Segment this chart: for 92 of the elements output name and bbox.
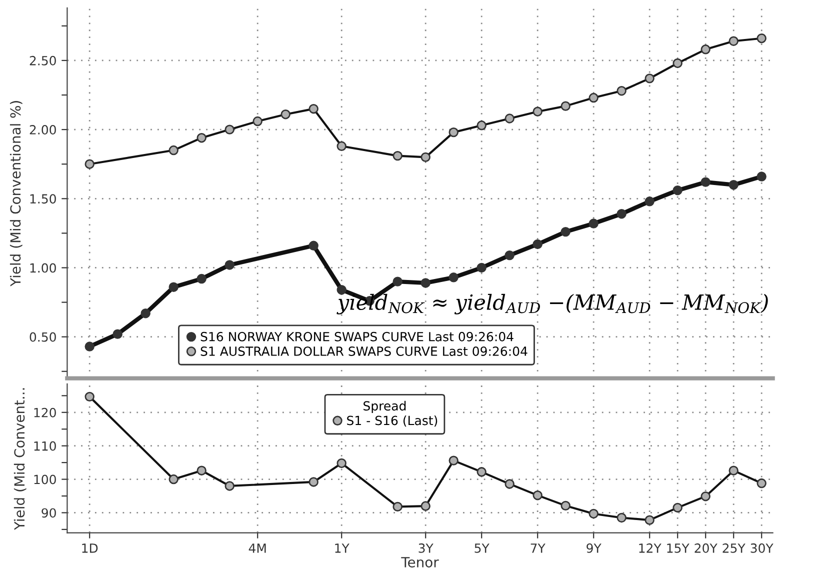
point [84, 159, 94, 169]
y-tick-label: 2.00 [30, 125, 56, 134]
point [168, 474, 178, 484]
point [504, 250, 514, 260]
legend-title: Spread [364, 400, 406, 414]
point [476, 262, 486, 273]
point [420, 501, 430, 511]
y-tick-label: 1.00 [30, 263, 56, 273]
point [616, 512, 626, 523]
y-axis-title: Yield (Mid Conventional %) [10, 101, 22, 286]
point [644, 196, 654, 206]
point [728, 466, 738, 476]
point [224, 481, 234, 491]
point [700, 177, 710, 187]
point [672, 58, 682, 68]
point [504, 114, 514, 124]
point [756, 172, 766, 182]
point [588, 508, 598, 519]
legend-label: S16 NORWAY KRONE SWAPS CURVE Last 09:26:04 [200, 332, 514, 342]
point [700, 491, 710, 502]
point [280, 109, 290, 120]
point [224, 260, 234, 270]
x-tick-label: 20Y [694, 543, 718, 553]
x-tick-label: 25Y [722, 543, 746, 553]
point [672, 502, 682, 513]
point [616, 86, 626, 96]
x-tick-label: 5Y [474, 544, 490, 553]
point [448, 272, 458, 282]
x-tick-label: 12Y [639, 543, 662, 553]
point [168, 282, 178, 292]
point [476, 467, 486, 477]
legend-label: S1 - S16 (Last) [347, 416, 438, 427]
y-tick-label: 110 [34, 441, 56, 451]
point [196, 132, 206, 143]
point [392, 276, 402, 286]
x-tick-label: 1Y [335, 544, 350, 553]
x-tick-label: 4M [248, 544, 266, 553]
legend-label: S1 AUSTRALIA DOLLAR SWAPS CURVE Last 09:26:04 [200, 346, 528, 356]
point [532, 239, 542, 250]
x-tick-label: 7Y [530, 544, 546, 553]
point [308, 477, 318, 487]
point [448, 127, 458, 138]
y-tick-label: 100 [34, 474, 56, 484]
x-tick-label: 9Y [586, 543, 602, 553]
point [420, 152, 430, 162]
point [756, 478, 766, 488]
point [616, 208, 626, 219]
point [84, 392, 94, 402]
point [560, 101, 570, 111]
point [756, 33, 766, 44]
point [420, 278, 430, 288]
x-tick-label: 30Y [750, 543, 774, 553]
y-tick-label: 2.50 [30, 56, 56, 66]
point [728, 36, 738, 46]
point [168, 145, 178, 156]
point [644, 515, 654, 525]
x-tick-label: 3Y [418, 543, 434, 553]
point [336, 141, 346, 151]
x-axis-title: Tenor [401, 557, 439, 568]
point [112, 329, 122, 339]
point [672, 185, 682, 196]
x-tick-label: 15Y [667, 544, 690, 553]
y-tick-label: 1.50 [30, 194, 56, 204]
point [392, 150, 402, 161]
point [252, 116, 262, 126]
point [504, 479, 514, 489]
y-tick-label: 90 [42, 508, 56, 518]
point [224, 124, 234, 134]
text: yield$_{NOK}$ ≈ yield$_{AUD}$ −(MM$_{AUD}$ − MM$_{NOK}$) [336, 294, 768, 314]
point [84, 342, 94, 352]
point [532, 106, 542, 116]
point [532, 490, 542, 500]
point [700, 44, 710, 54]
x-tick-label: 1D [82, 544, 98, 553]
point [588, 92, 598, 103]
point [448, 456, 458, 466]
point [476, 120, 486, 130]
point [560, 226, 570, 237]
point [644, 74, 654, 84]
point [196, 466, 206, 476]
point [560, 500, 570, 511]
y-tick-label: 120 [34, 408, 56, 418]
y-tick-label: 0.50 [30, 332, 56, 342]
point [308, 104, 318, 114]
point [728, 180, 738, 190]
point [196, 274, 206, 284]
point [392, 502, 402, 512]
point [336, 458, 346, 468]
point [140, 308, 150, 318]
point [308, 240, 318, 250]
point [588, 218, 598, 228]
y-axis-title: Yield (Mid Convent... [14, 388, 26, 530]
